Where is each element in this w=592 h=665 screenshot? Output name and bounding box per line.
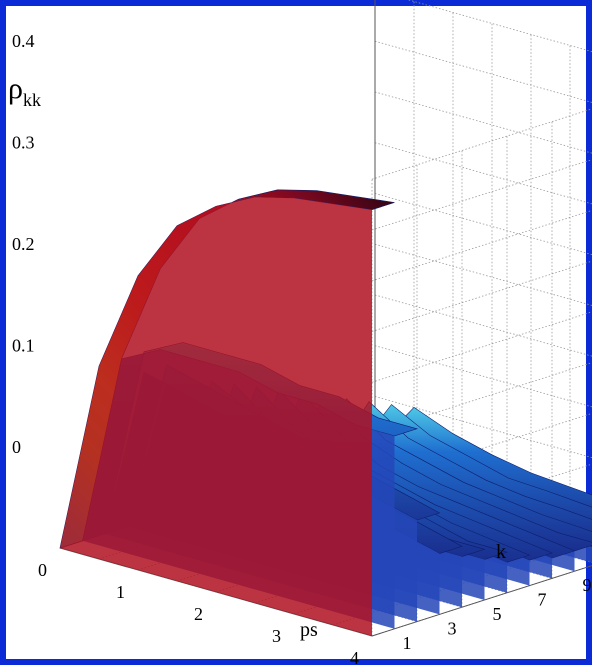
tick-labels: 00.10.20.30.401234135791113 [12,31,592,665]
grid-line [371,311,592,383]
z-tick-label: 0.1 [12,336,35,356]
surface-face-k1 [60,197,372,636]
surface-ribbons [59,189,592,636]
ps-tick-label: 1 [116,582,125,602]
z-tick-label: 0.4 [12,31,35,51]
k-tick-label: 7 [538,590,547,610]
grid-line [374,142,592,205]
k-axis-label: k [496,541,506,563]
grid-line [374,396,592,459]
grid-line [407,0,592,53]
z-tick-label: 0 [12,437,21,457]
k-tick-label: 1 [403,633,412,653]
ps-axis-label: ps [300,619,318,641]
z-axis-label: ρkk [8,72,41,110]
grid-line [371,412,592,485]
grid-line [374,40,592,103]
z-tick-label: 0.3 [12,133,35,153]
ps-tick-label: 3 [272,626,281,646]
k-tick-label: 9 [583,575,592,595]
grid-line [371,209,592,282]
grid-line [371,260,592,332]
ps-tick-label: 0 [38,560,47,580]
grid-line [374,91,592,154]
ps-tick-label: 2 [194,604,203,624]
z-axis-label-sub: kk [23,90,41,110]
grid-line [374,193,592,256]
grid-line [374,294,592,357]
z-tick-label: 0.2 [12,234,35,254]
grid-line [374,243,592,306]
z-axis-label-main: ρ [8,72,23,105]
k-tick-label: 5 [493,604,502,624]
grid-line [371,108,592,180]
grid-line [371,159,592,231]
grid-line [374,345,592,408]
k-tick-label: 3 [448,618,457,638]
ps-tick-label: 4 [350,648,359,665]
grid-line [371,362,592,434]
